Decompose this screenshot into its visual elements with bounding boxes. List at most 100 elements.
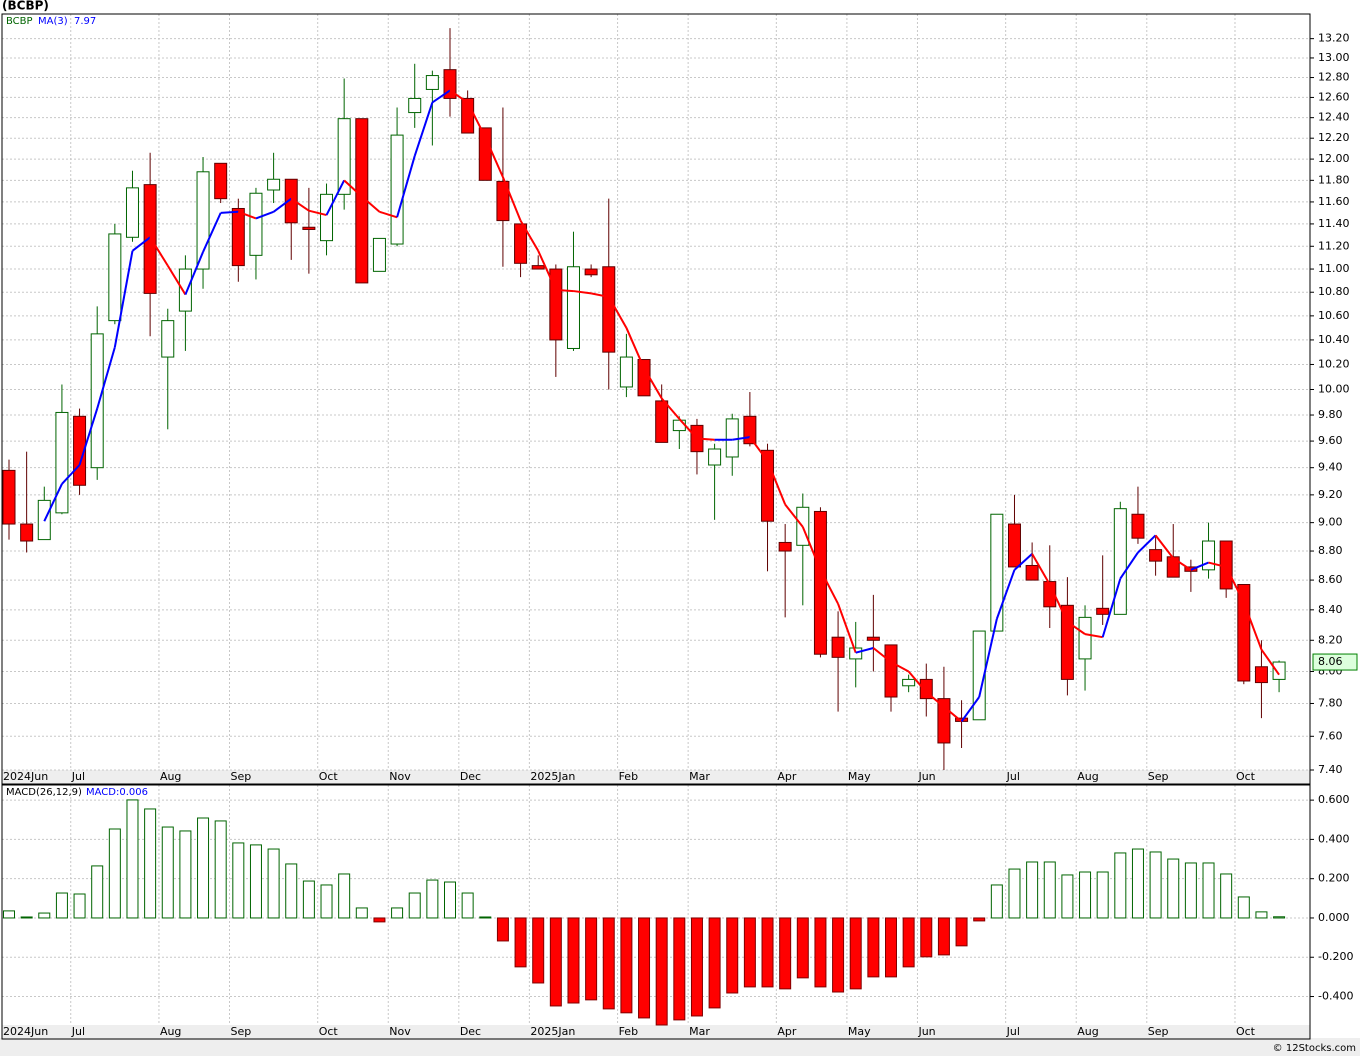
candle-body (2, 469, 16, 525)
x-tick-label: Oct (1236, 1025, 1256, 1038)
candle-body (866, 636, 880, 641)
macd-bar (108, 828, 121, 919)
candle-body (125, 187, 139, 238)
macd-bar (391, 907, 404, 919)
ma-segment (1208, 561, 1227, 568)
macd-bar (1184, 862, 1197, 919)
y-tick-label: 10.00 (1318, 382, 1350, 395)
candle-body (1025, 564, 1039, 581)
candle-body (619, 356, 633, 388)
x-tick-label: May (848, 1025, 871, 1038)
y-tick-label: 9.60 (1318, 434, 1343, 447)
macd-bar (1026, 861, 1039, 919)
ma-segment (837, 603, 857, 654)
x-tick-label: Jul (1006, 770, 1020, 783)
macd-bar (1202, 862, 1215, 919)
x-tick-label: Sep (231, 1025, 252, 1038)
macd-bar (726, 917, 739, 994)
ma-segment (960, 696, 981, 723)
ma-segment (519, 220, 540, 252)
macd-bar (91, 865, 104, 919)
macd-bar (73, 893, 86, 919)
candle-body (231, 207, 245, 267)
candle-body (725, 418, 739, 458)
candle-body (937, 698, 951, 744)
macd-bar (955, 917, 968, 947)
ma-segment (678, 418, 698, 440)
ma-segment (449, 89, 469, 104)
x-tick-label: Oct (319, 1025, 339, 1038)
macd-bar (708, 917, 721, 1009)
y-tick-label: 10.20 (1318, 357, 1350, 370)
macd-bar (179, 830, 192, 919)
candle-body (108, 233, 122, 322)
candle-body (1131, 513, 1145, 539)
ma-segment (801, 526, 822, 571)
ma-segment (290, 197, 310, 212)
candle-body (743, 415, 757, 445)
candle-body (637, 359, 651, 397)
y-tick-label: 9.20 (1318, 488, 1343, 501)
ma-segment (925, 691, 945, 708)
y-tick-label: 12.00 (1318, 152, 1350, 165)
candle-body (1007, 523, 1021, 568)
macd-bar (1255, 911, 1268, 919)
x-tick-label: Aug (160, 1025, 181, 1038)
legend-ma: MA(3) (38, 16, 68, 27)
y-tick-label: 7.60 (1318, 729, 1343, 742)
candle-body (831, 636, 845, 658)
macd-bar (602, 917, 615, 1010)
ma-segment (749, 436, 769, 462)
macd-bar (638, 917, 651, 1019)
ma-segment (61, 464, 81, 485)
legend-symbol: BCBP (6, 16, 33, 27)
x-axis-strip (2, 770, 1310, 784)
x-tick-label: 2024Jun (3, 1025, 48, 1038)
ma-segment (855, 647, 874, 654)
macd-bar (1114, 852, 1127, 919)
macd-bar (937, 917, 950, 956)
macd-bar (20, 916, 33, 919)
macd-bar (690, 917, 703, 1017)
macd-bar (655, 917, 668, 1026)
y-tick-label: 9.00 (1318, 516, 1343, 529)
candle-body (566, 266, 580, 349)
y-tick-label: 12.20 (1318, 131, 1350, 144)
candle-body (1237, 584, 1251, 682)
candle-body (425, 75, 439, 90)
candle-body (55, 411, 69, 514)
x-axis-strip (2, 1025, 1310, 1038)
ma-segment (696, 437, 715, 441)
y-tick-label: 8.80 (1318, 544, 1343, 557)
x-tick-label: Sep (1148, 770, 1169, 783)
candle-body (1272, 661, 1286, 680)
macd-bar (197, 817, 210, 919)
candle-body (178, 268, 192, 312)
y-tick-label: 0.200 (1318, 872, 1350, 885)
macd-bar (408, 892, 421, 919)
y-tick-label: 11.40 (1318, 217, 1350, 230)
y-tick-label: 8.20 (1318, 633, 1343, 646)
x-tick-label: Mar (689, 770, 710, 783)
ma-segment (1172, 557, 1192, 571)
x-tick-label: Oct (1236, 770, 1256, 783)
macd-bar (1008, 868, 1021, 919)
macd-bar (1131, 848, 1144, 919)
candle-body (1043, 581, 1057, 608)
macd-bar (3, 910, 15, 919)
candle-body (302, 226, 316, 230)
ma-segment (78, 408, 99, 466)
macd-bar (55, 892, 68, 919)
x-tick-label: Jun (917, 1025, 935, 1038)
x-tick-label: Nov (389, 1025, 411, 1038)
ma-segment (943, 705, 963, 723)
candle-body (1149, 549, 1163, 562)
macd-bar (38, 912, 51, 919)
x-tick-label: Apr (777, 1025, 797, 1038)
ma-segment (784, 503, 804, 528)
macd-bar (373, 917, 386, 923)
candle-body (708, 448, 722, 466)
x-tick-label: Aug (160, 770, 181, 783)
x-tick-label: Sep (1148, 1025, 1169, 1038)
ma-segment (255, 210, 274, 220)
